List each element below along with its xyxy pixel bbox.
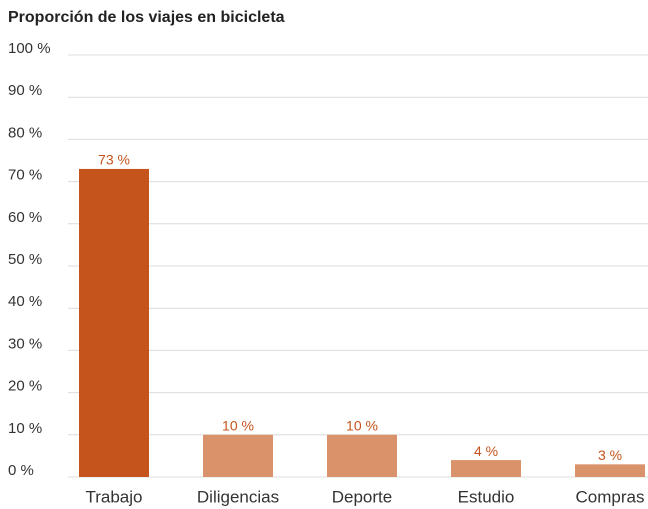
y-tick-label: 100 % (8, 40, 51, 57)
x-tick-label: Diligencias (197, 487, 279, 506)
y-tick-label: 50 % (8, 251, 42, 268)
y-tick-label: 40 % (8, 293, 42, 310)
y-tick-label: 0 % (8, 462, 34, 479)
value-label: 10 % (346, 418, 378, 434)
y-tick-label: 90 % (8, 82, 42, 99)
x-tick-label: Deporte (332, 487, 392, 506)
value-label: 73 % (98, 152, 130, 168)
bar (203, 434, 273, 477)
bar (327, 434, 397, 477)
x-tick-label: Estudio (458, 487, 515, 506)
x-tick-label: Trabajo (85, 487, 142, 506)
y-tick-label: 60 % (8, 209, 42, 226)
chart-title: Proporción de los viajes en bicicleta (8, 9, 285, 26)
y-tick-label: 70 % (8, 167, 42, 184)
value-label: 3 % (598, 447, 622, 463)
x-tick-label: Compras (576, 487, 645, 506)
bar (451, 460, 521, 477)
y-tick-label: 20 % (8, 378, 42, 395)
bar (79, 168, 149, 477)
y-tick-label: 10 % (8, 420, 42, 437)
value-label: 10 % (222, 418, 254, 434)
bar (575, 464, 645, 477)
y-tick-label: 30 % (8, 335, 42, 352)
y-tick-label: 80 % (8, 124, 42, 141)
value-label: 4 % (474, 443, 498, 459)
